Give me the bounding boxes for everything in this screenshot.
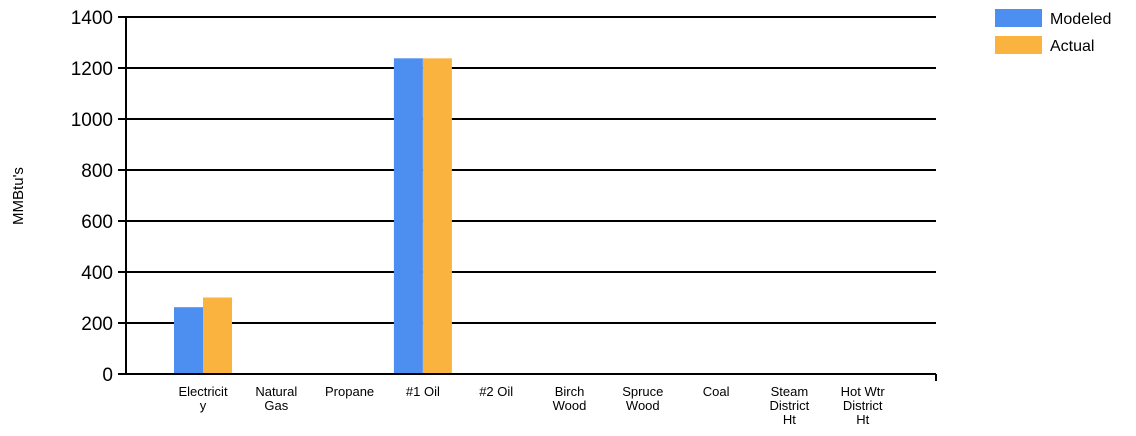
bar-modeled-3	[393, 58, 423, 375]
legend-label-modeled: Modeled	[1050, 11, 1111, 28]
bars	[174, 58, 452, 375]
bar-modeled-0	[174, 307, 203, 374]
x-tick-label: Hot Wtr District Ht	[841, 384, 886, 427]
axes	[125, 17, 937, 381]
y-tick-label: 1400	[71, 8, 113, 29]
y-tick-label: 200	[81, 314, 113, 335]
x-axis-ticks: Electricit y Natural Gas Propane #1 Oil #2 Oil…	[178, 384, 885, 427]
x-tick-label: Natural Gas	[255, 384, 297, 413]
x-tick-label: Birch Wood	[553, 384, 587, 413]
legend-label-actual: Actual	[1050, 38, 1094, 55]
y-tick-label: 800	[81, 161, 113, 182]
y-tick-label: 1000	[71, 110, 113, 131]
x-tick-label: Coal	[703, 384, 730, 399]
y-tick-label: 400	[81, 263, 113, 284]
bar-actual-3	[422, 58, 452, 375]
legend-swatch-actual	[995, 36, 1042, 54]
y-tick-label: 0	[102, 365, 113, 386]
y-tick-label: 1200	[71, 59, 113, 80]
x-tick-label: Propane	[325, 384, 374, 399]
y-axis-ticks: 0 200 400 600 800 1000 1200 1400	[71, 8, 126, 386]
x-tick-label: Electricit y	[178, 384, 228, 413]
y-axis-title: MMBtu's	[10, 167, 27, 225]
x-tick-label: #2 Oil	[479, 384, 513, 399]
x-tick-label: Spruce Wood	[622, 384, 663, 413]
grid-lines	[126, 16, 936, 324]
y-tick-label: 600	[81, 212, 113, 233]
legend: Modeled Actual	[995, 9, 1111, 55]
x-tick-label: Steam District Ht	[770, 384, 810, 427]
legend-swatch-modeled	[995, 9, 1042, 27]
x-tick-label: #1 Oil	[406, 384, 440, 399]
bar-actual-0	[203, 297, 232, 374]
